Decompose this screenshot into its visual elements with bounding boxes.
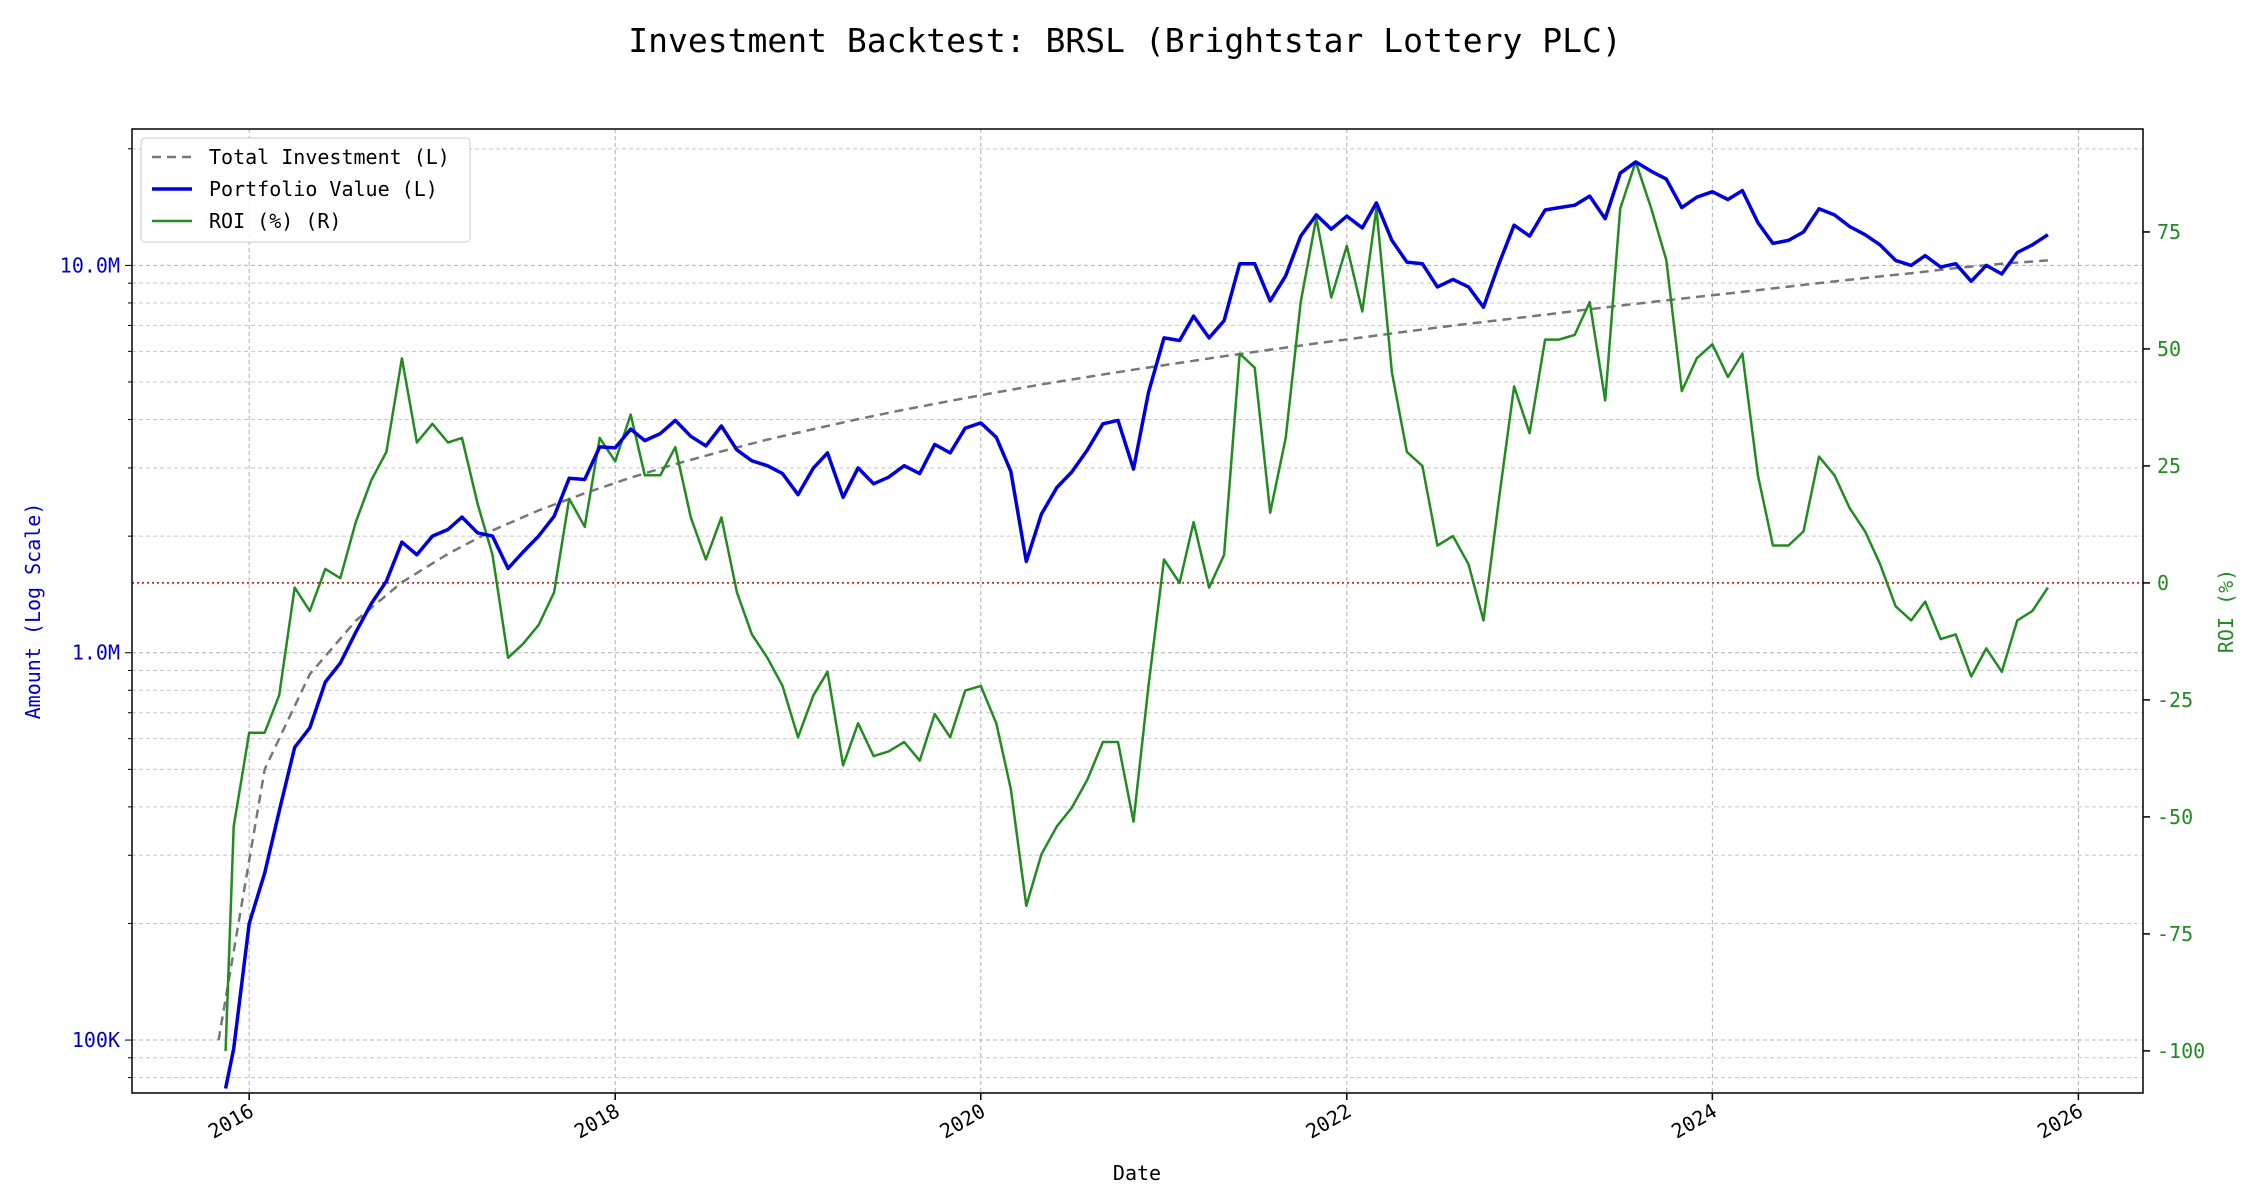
y-left-tick-label: 100K <box>72 1028 120 1052</box>
legend-entry-portfolio-value-label: Portfolio Value (L) <box>209 177 438 201</box>
x-axis-label: Date <box>1113 1161 1161 1185</box>
legend-box <box>140 137 471 243</box>
y-right-tick-label: 50 <box>2157 337 2181 361</box>
x-tick-label: 2020 <box>936 1099 990 1144</box>
y-right-tick-label: -25 <box>2157 688 2193 712</box>
x-tick-label: 2016 <box>204 1099 258 1144</box>
y-axis-label-left: Amount (Log Scale) <box>21 503 45 720</box>
x-tick-label: 2022 <box>1302 1099 1356 1144</box>
y-right-tick-label: -50 <box>2157 805 2193 829</box>
y-right-tick-label: 75 <box>2157 220 2181 244</box>
y-axis-label-right: ROI (%) <box>2214 569 2238 653</box>
series-portfolio-value-line <box>223 160 2049 1089</box>
series-total-investment-line <box>217 259 2048 1041</box>
x-tick-label: 2026 <box>2033 1099 2087 1144</box>
x-tick-label: 2024 <box>1667 1099 1721 1144</box>
plot-frame <box>131 128 2144 1094</box>
legend-entry-roi-label: ROI (%) (R) <box>209 209 341 233</box>
legend-entry-total-investment-label: Total Investment (L) <box>209 145 450 169</box>
legend: Total Investment (L) Portfolio Value (L) R… <box>140 137 471 243</box>
y-right-tick-label: -100 <box>2157 1039 2205 1063</box>
series-layer <box>217 160 2049 1089</box>
chart-title: Investment Backtest: BRSL (Brightstar Lo… <box>628 21 1621 60</box>
ticks: 2016 2018 2020 2022 2024 2026 100K 1.0M 10.0M -10… <box>60 148 2205 1144</box>
y-left-tick-label: 10.0M <box>60 253 120 277</box>
y-right-tick-label: 25 <box>2157 454 2181 478</box>
grid <box>132 129 2143 1093</box>
y-right-tick-label: -75 <box>2157 922 2193 946</box>
series-roi-line <box>224 160 2049 1051</box>
y-right-tick-label: 0 <box>2157 571 2169 595</box>
y-left-tick-label: 1.0M <box>72 641 120 665</box>
x-tick-label: 2018 <box>570 1099 624 1144</box>
